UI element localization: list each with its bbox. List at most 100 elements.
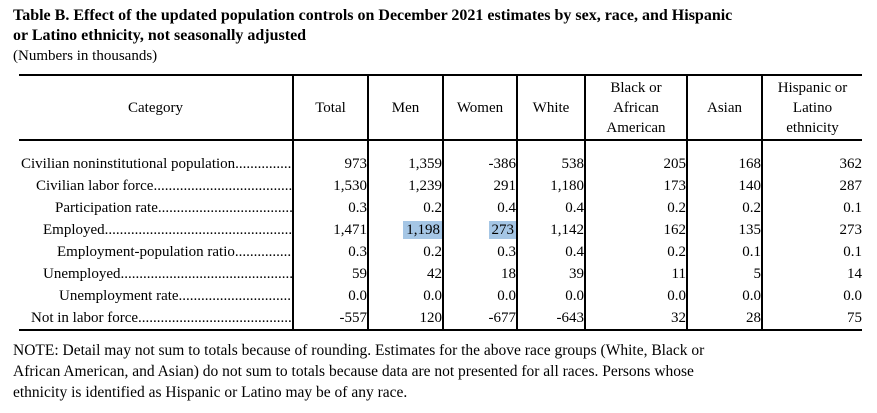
cell: 28 (686, 307, 762, 331)
cell: 0.1 (761, 197, 862, 219)
cell: 0.2 (686, 197, 762, 219)
cell: 1,198 (367, 219, 443, 241)
dot-leader: ........................................… (178, 288, 292, 304)
row-label: Employed (43, 222, 105, 238)
table-row-employed: Employed................................… (19, 219, 862, 241)
cell: 135 (686, 219, 762, 241)
cell: -677 (442, 307, 517, 331)
column-header-hispanic-or-latino: Hispanic or Latino ethnicity (761, 75, 862, 141)
cell: 0.1 (686, 241, 762, 263)
table-row-employment-population-ratio: Employment-population ratio.............… (19, 241, 862, 263)
column-header-men: Men (367, 75, 443, 141)
cell: 39 (516, 263, 585, 285)
page-title: Table B. Effect of the updated populatio… (13, 6, 877, 46)
dot-leader: ........................................… (153, 178, 292, 194)
cell: 0.2 (584, 197, 687, 219)
cell: 0.1 (761, 241, 862, 263)
cell: 11 (584, 263, 687, 285)
cell: 0.0 (761, 285, 862, 307)
row-label: Unemployed (43, 266, 121, 282)
dot-leader: ........................................… (234, 244, 292, 260)
note-line-1: NOTE: Detail may not sum to totals becau… (13, 342, 705, 359)
cell: 273 (442, 219, 517, 241)
table-row-civilian-labor-force: Civilian labor force....................… (19, 175, 862, 197)
cell: 1,180 (516, 175, 585, 197)
cell: 0.3 (442, 241, 517, 263)
cell: 362 (761, 140, 862, 175)
cell: 973 (292, 140, 368, 175)
row-label: Participation rate (55, 200, 158, 216)
row-label: Employment-population ratio (57, 244, 235, 260)
dot-leader: ........................................… (120, 266, 292, 282)
cell: 538 (516, 140, 585, 175)
cell: 18 (442, 263, 517, 285)
title-line-2: or Latino ethnicity, not seasonally adju… (13, 27, 307, 44)
column-header-women: Women (442, 75, 517, 141)
cell: 59 (292, 263, 368, 285)
cell: 162 (584, 219, 687, 241)
cell: 0.0 (686, 285, 762, 307)
cell: 291 (442, 175, 517, 197)
table-row-unemployment-rate: Unemployment rate.......................… (19, 285, 862, 307)
cell: 168 (686, 140, 762, 175)
row-label: Unemployment rate (59, 288, 179, 304)
dot-leader: ........................................… (104, 222, 292, 238)
cell: 0.2 (584, 241, 687, 263)
cell: 1,359 (367, 140, 443, 175)
column-header-asian: Asian (686, 75, 762, 141)
dot-leader: ........................................… (157, 200, 292, 216)
cell: -386 (442, 140, 517, 175)
cell: 0.4 (516, 197, 585, 219)
row-label: Civilian noninstitutional population (21, 156, 236, 172)
cell: 205 (584, 140, 687, 175)
table-b: Category Total Men Women White Black or … (19, 74, 862, 331)
cell: -557 (292, 307, 368, 331)
dot-leader: ........................................… (235, 156, 292, 172)
cell: 0.2 (367, 197, 443, 219)
cell: 5 (686, 263, 762, 285)
row-label: Not in labor force (31, 310, 139, 326)
column-header-black-or-african-american: Black or African American (584, 75, 687, 141)
cell: 1,142 (516, 219, 585, 241)
cell: 0.0 (367, 285, 443, 307)
highlighted-value: 1,198 (403, 221, 442, 239)
column-header-white: White (516, 75, 585, 141)
table-row-not-in-labor-force: Not in labor force......................… (19, 307, 862, 331)
cell: 287 (761, 175, 862, 197)
units-note: (Numbers in thousands) (13, 48, 158, 64)
cell: 120 (367, 307, 443, 331)
cell: 42 (367, 263, 443, 285)
cell: -643 (516, 307, 585, 331)
cell: 1,530 (292, 175, 368, 197)
cell: 32 (584, 307, 687, 331)
note-line-2: African American, and Asian) do not sum … (13, 363, 694, 380)
dot-leader: ........................................… (138, 310, 292, 326)
cell: 0.4 (516, 241, 585, 263)
cell: 0.3 (292, 241, 368, 263)
row-label: Civilian labor force (36, 178, 154, 194)
cell: 75 (761, 307, 862, 331)
note-line-3: ethnicity is identified as Hispanic or L… (13, 384, 408, 401)
table-row-unemployed: Unemployed..............................… (19, 263, 862, 285)
cell: 1,471 (292, 219, 368, 241)
header-row: Category Total Men Women White Black or … (19, 75, 862, 141)
table-row-participation-rate: Participation rate......................… (19, 197, 862, 219)
cell: 1,239 (367, 175, 443, 197)
cell: 0.0 (516, 285, 585, 307)
cell: 273 (761, 219, 862, 241)
title-line-1: Table B. Effect of the updated populatio… (13, 7, 733, 24)
cell: 0.0 (442, 285, 517, 307)
table-note: NOTE: Detail may not sum to totals becau… (13, 340, 843, 403)
cell: 14 (761, 263, 862, 285)
cell: 0.0 (292, 285, 368, 307)
cell: 0.2 (367, 241, 443, 263)
cell: 0.4 (442, 197, 517, 219)
cell: 140 (686, 175, 762, 197)
column-header-category: Category (19, 75, 293, 141)
table-row-civilian-noninstitutional-population: Civilian noninstitutional population....… (19, 140, 862, 175)
cell: 173 (584, 175, 687, 197)
column-header-total: Total (292, 75, 368, 141)
highlighted-value: 273 (488, 221, 516, 239)
cell: 0.3 (292, 197, 368, 219)
cell: 0.0 (584, 285, 687, 307)
